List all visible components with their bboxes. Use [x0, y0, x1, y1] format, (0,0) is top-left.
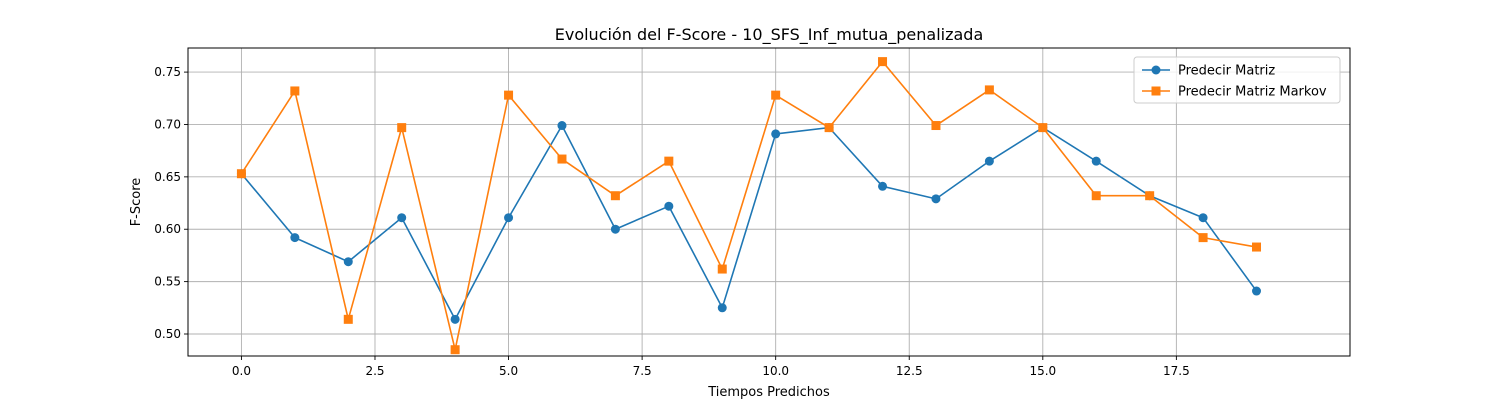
x-tick-label: 17.5 — [1163, 364, 1190, 378]
legend-marker — [1151, 65, 1161, 75]
data-point — [824, 123, 834, 133]
series-line — [240, 60, 1257, 351]
legend-item: Predecir Matriz Markov — [1142, 85, 1327, 100]
y-tick-label: 0.65 — [154, 170, 181, 184]
data-point — [664, 201, 674, 211]
data-point — [397, 123, 407, 133]
series-predecir-matriz-markov — [236, 57, 1262, 355]
data-point — [557, 154, 567, 164]
data-point — [504, 90, 514, 100]
data-point — [878, 57, 888, 67]
data-point — [236, 169, 246, 179]
data-point — [1091, 156, 1101, 166]
data-point — [1252, 242, 1262, 252]
y-tick-label: 0.50 — [154, 327, 181, 341]
data-point — [1252, 286, 1262, 296]
x-tick-label: 7.5 — [633, 364, 652, 378]
series-line — [240, 124, 1258, 321]
y-tick-label: 0.55 — [154, 275, 181, 289]
data-point — [343, 314, 353, 324]
data-point — [717, 264, 727, 274]
y-tick-label: 0.60 — [154, 222, 181, 236]
legend-item: Predecir Matriz — [1142, 64, 1275, 79]
legend-label: Predecir Matriz — [1178, 64, 1275, 79]
x-tick-label: 10.0 — [762, 364, 789, 378]
legend-marker — [1151, 86, 1161, 96]
y-axis-label: F-Score — [129, 178, 144, 227]
data-point — [717, 303, 727, 313]
x-tick-label: 15.0 — [1029, 364, 1056, 378]
data-point — [931, 121, 941, 131]
x-tick-label: 12.5 — [896, 364, 923, 378]
x-tick-label: 5.0 — [499, 364, 518, 378]
data-point — [290, 233, 300, 243]
data-point — [343, 257, 353, 267]
data-point — [504, 213, 514, 223]
data-point — [931, 194, 941, 204]
series-predecir-matriz — [236, 121, 1262, 324]
data-point — [397, 213, 407, 223]
data-point — [1091, 191, 1101, 201]
data-point — [1198, 233, 1208, 243]
legend: Predecir Matriz Predecir Matriz Markov — [1133, 56, 1341, 104]
data-point — [1145, 191, 1155, 201]
legend-box — [1133, 56, 1341, 104]
chart-title: Evolución del F-Score - 10_SFS_Inf_mutua… — [555, 25, 984, 45]
data-point — [450, 314, 460, 324]
data-point — [664, 156, 674, 166]
legend-label: Predecir Matriz Markov — [1178, 85, 1327, 100]
data-point — [557, 121, 567, 131]
data-point — [610, 224, 620, 234]
data-point — [290, 86, 300, 96]
data-point — [610, 191, 620, 201]
x-axis-label: Tiempos Predichos — [707, 385, 830, 400]
y-tick-label: 0.70 — [154, 117, 181, 131]
x-tick-label: 0.0 — [232, 364, 251, 378]
data-point — [1198, 213, 1208, 223]
data-point — [1038, 123, 1048, 133]
data-point — [984, 85, 994, 95]
data-point — [450, 345, 460, 355]
axis-ticks: 0.0 2.5 5.0 7.5 10.0 12.5 15.0 17.5 0.50 0.55 0.60… — [154, 65, 1189, 378]
series-layer — [236, 57, 1262, 355]
data-point — [771, 129, 781, 139]
data-point — [878, 181, 888, 191]
data-point — [771, 90, 781, 100]
data-point — [984, 156, 994, 166]
y-tick-label: 0.75 — [154, 65, 181, 79]
x-tick-label: 2.5 — [365, 364, 384, 378]
plot-frame — [187, 47, 1351, 357]
